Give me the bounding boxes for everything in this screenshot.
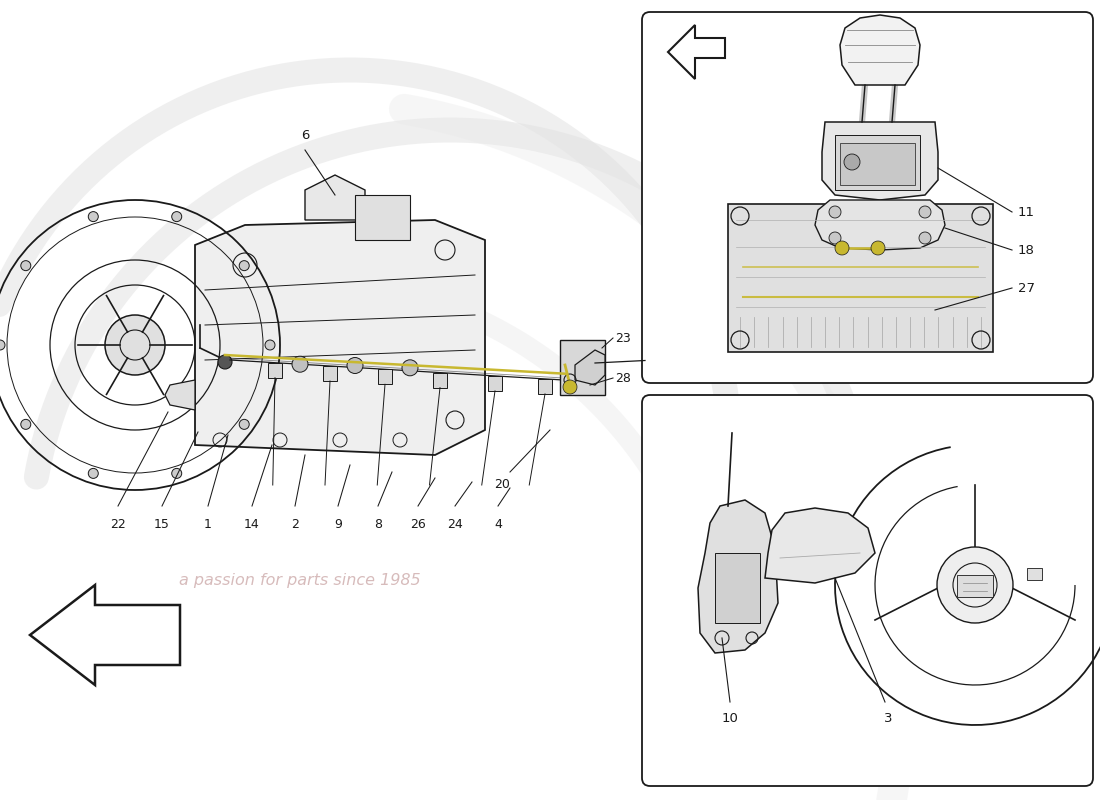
Polygon shape <box>538 379 552 394</box>
Text: 23: 23 <box>615 331 630 345</box>
Bar <box>728 204 993 352</box>
Polygon shape <box>378 370 392 384</box>
Polygon shape <box>323 366 337 381</box>
Circle shape <box>402 360 418 376</box>
Polygon shape <box>668 25 725 79</box>
Circle shape <box>265 340 275 350</box>
Text: 3: 3 <box>883 712 892 725</box>
Bar <box>355 195 410 240</box>
Polygon shape <box>305 175 365 220</box>
Circle shape <box>239 261 250 270</box>
Circle shape <box>835 241 849 255</box>
Polygon shape <box>30 585 180 685</box>
Polygon shape <box>815 200 945 250</box>
Polygon shape <box>433 373 447 388</box>
Polygon shape <box>165 380 195 410</box>
FancyBboxPatch shape <box>642 395 1093 786</box>
FancyBboxPatch shape <box>642 12 1093 383</box>
Bar <box>715 553 760 623</box>
Polygon shape <box>195 220 485 455</box>
Circle shape <box>21 419 31 430</box>
Circle shape <box>218 355 232 369</box>
Circle shape <box>88 468 98 478</box>
Circle shape <box>918 206 931 218</box>
Text: 22: 22 <box>110 518 125 531</box>
Text: 2: 2 <box>292 518 299 531</box>
Circle shape <box>346 358 363 374</box>
Circle shape <box>88 212 98 222</box>
Circle shape <box>829 232 842 244</box>
Polygon shape <box>840 15 920 85</box>
Polygon shape <box>822 122 938 200</box>
Circle shape <box>172 212 182 222</box>
Text: 15: 15 <box>154 518 169 531</box>
Text: 26: 26 <box>410 518 426 531</box>
Text: a passion for parts since 1985: a passion for parts since 1985 <box>179 573 421 587</box>
Circle shape <box>172 468 182 478</box>
Text: 18: 18 <box>1018 243 1035 257</box>
Bar <box>560 340 605 395</box>
Bar <box>835 135 920 190</box>
Circle shape <box>104 315 165 375</box>
Circle shape <box>844 154 860 170</box>
Text: 11: 11 <box>1018 206 1035 218</box>
Circle shape <box>239 419 250 430</box>
Text: 4: 4 <box>494 518 502 531</box>
Text: 24: 24 <box>447 518 463 531</box>
Circle shape <box>292 356 308 372</box>
Text: 28: 28 <box>615 371 631 385</box>
Circle shape <box>918 232 931 244</box>
Polygon shape <box>268 362 282 378</box>
Text: 14: 14 <box>244 518 260 531</box>
Circle shape <box>21 261 31 270</box>
Polygon shape <box>698 500 778 653</box>
Circle shape <box>937 547 1013 623</box>
Text: 9: 9 <box>334 518 342 531</box>
Text: 10: 10 <box>722 712 738 725</box>
Bar <box>840 143 915 185</box>
Polygon shape <box>488 376 502 391</box>
Text: 1: 1 <box>205 518 212 531</box>
Circle shape <box>0 340 6 350</box>
Text: 6: 6 <box>300 129 309 142</box>
Polygon shape <box>575 350 605 385</box>
Circle shape <box>563 380 578 394</box>
Bar <box>957 575 993 597</box>
Bar <box>1027 568 1042 580</box>
Text: 27: 27 <box>1018 282 1035 294</box>
Text: 8: 8 <box>374 518 382 531</box>
Circle shape <box>871 241 886 255</box>
Circle shape <box>829 206 842 218</box>
Polygon shape <box>764 508 875 583</box>
Text: 20: 20 <box>494 478 510 491</box>
